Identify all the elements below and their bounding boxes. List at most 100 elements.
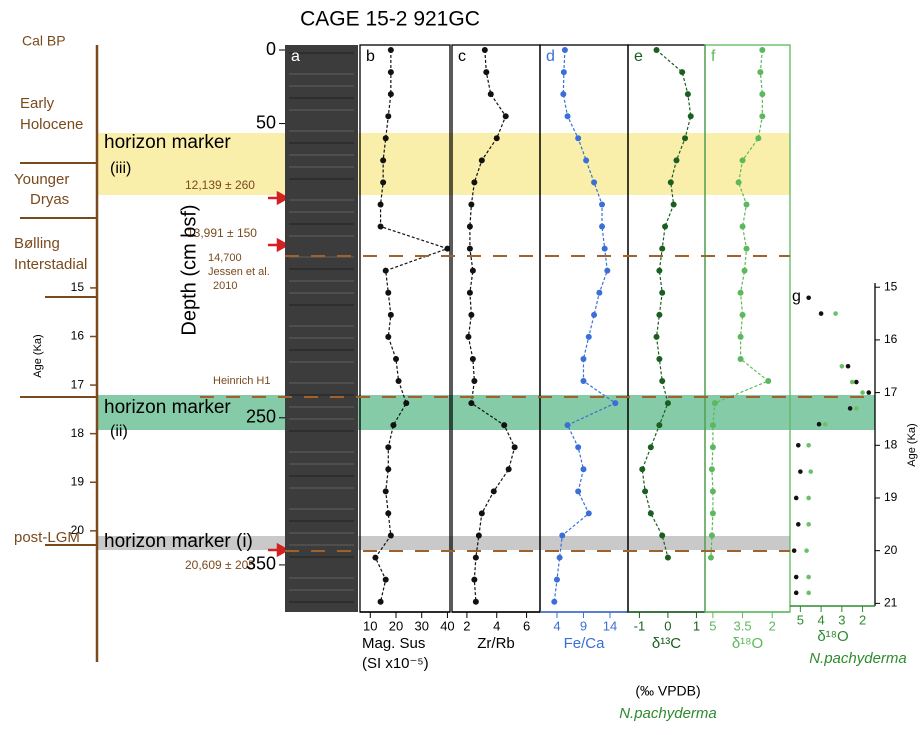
- data-point: [854, 406, 859, 411]
- depth-label: Depth (cm bsf): [178, 204, 200, 335]
- data-point: [738, 356, 744, 362]
- units-label: (‰ VPDB): [635, 683, 700, 699]
- data-point: [759, 91, 765, 97]
- data-point: [806, 496, 811, 501]
- data-point: [575, 488, 581, 494]
- data-point: [808, 469, 813, 474]
- data-point: [708, 555, 714, 561]
- data-point: [709, 466, 715, 472]
- data-point: [599, 224, 605, 230]
- data-point: [671, 201, 677, 207]
- data-point: [679, 69, 685, 75]
- panel-letter: d: [546, 48, 555, 65]
- data-point: [468, 201, 474, 207]
- data-point: [846, 364, 851, 369]
- data-point: [804, 548, 809, 553]
- note: 2010: [213, 280, 237, 292]
- data-point: [491, 488, 497, 494]
- x-tick-label: -1: [634, 618, 646, 633]
- data-point: [819, 311, 824, 316]
- data-point: [383, 488, 389, 494]
- data-point: [833, 311, 838, 316]
- data-point: [467, 246, 473, 252]
- profile-line: [375, 50, 447, 602]
- data-point: [654, 334, 660, 340]
- species-label: N.pachyderma: [619, 705, 717, 722]
- data-point: [557, 555, 563, 561]
- data-point: [712, 400, 718, 406]
- panel-letter: c: [458, 48, 466, 65]
- x-axis-label: Zr/Rb: [477, 635, 515, 652]
- data-point: [380, 157, 386, 163]
- data-point: [575, 135, 581, 141]
- data-point: [794, 496, 799, 501]
- y-tick-label: 16: [884, 332, 898, 346]
- note: Jessen et al.: [208, 266, 270, 278]
- data-point: [796, 522, 801, 527]
- profile-line: [468, 50, 514, 602]
- y-tick-label: 21: [884, 596, 898, 610]
- x-tick-label: 1: [693, 618, 700, 633]
- data-point: [659, 246, 665, 252]
- period: Younger: [14, 171, 69, 188]
- y-tick-label: 15: [884, 279, 898, 293]
- period: Interstadial: [14, 256, 87, 273]
- data-point: [794, 575, 799, 580]
- y-tick-label: 19: [884, 490, 898, 504]
- panel-frame: [452, 45, 540, 612]
- data-point: [823, 422, 828, 427]
- data-point: [503, 113, 509, 119]
- data-point: [710, 444, 716, 450]
- note: Heinrich H1: [213, 375, 270, 387]
- data-point: [396, 378, 402, 384]
- data-point: [665, 400, 671, 406]
- data-point: [742, 268, 748, 274]
- data-point: [659, 290, 665, 296]
- depth-tick-label: 50: [256, 112, 276, 132]
- x-tick-label: 9: [580, 618, 587, 633]
- data-point: [479, 157, 485, 163]
- data-point: [565, 113, 571, 119]
- data-point: [560, 91, 566, 97]
- data-point: [580, 378, 586, 384]
- x-tick-label: 4: [817, 612, 824, 627]
- panel-frame: [360, 45, 450, 612]
- data-point: [654, 47, 660, 53]
- data-point: [476, 532, 482, 538]
- x-tick-label: 2: [859, 612, 866, 627]
- data-point: [685, 91, 691, 97]
- data-point: [403, 400, 409, 406]
- data-point: [848, 406, 853, 411]
- date-label: 20,609 ± 205: [185, 558, 255, 572]
- data-point: [602, 246, 608, 252]
- data-point: [794, 591, 799, 596]
- data-point: [854, 380, 859, 385]
- data-point: [688, 113, 694, 119]
- period: Early: [20, 95, 55, 112]
- data-point: [385, 466, 391, 472]
- data-point: [648, 444, 654, 450]
- data-point: [471, 378, 477, 384]
- panel-letter: e: [634, 48, 643, 65]
- x-tick-label: 20: [389, 618, 403, 633]
- y-tick-label: 18: [884, 437, 898, 451]
- x-tick-label: 5: [709, 618, 716, 633]
- panel-letter: b: [366, 48, 375, 65]
- data-point: [740, 312, 746, 318]
- data-point: [385, 510, 391, 516]
- data-point: [385, 334, 391, 340]
- data-point: [709, 532, 715, 538]
- x-axis-label: δ¹⁸O: [817, 628, 848, 645]
- data-point: [559, 532, 565, 538]
- x-tick-label: 6: [523, 618, 530, 633]
- period: Holocene: [20, 116, 83, 133]
- data-point: [473, 555, 479, 561]
- data-point: [757, 69, 763, 75]
- data-point: [383, 268, 389, 274]
- x-axis-label: N.pachyderma: [809, 650, 907, 667]
- data-point: [648, 510, 654, 516]
- x-tick-label: 40: [440, 618, 454, 633]
- data-point: [765, 378, 771, 384]
- period: Bølling: [14, 235, 60, 252]
- data-point: [642, 488, 648, 494]
